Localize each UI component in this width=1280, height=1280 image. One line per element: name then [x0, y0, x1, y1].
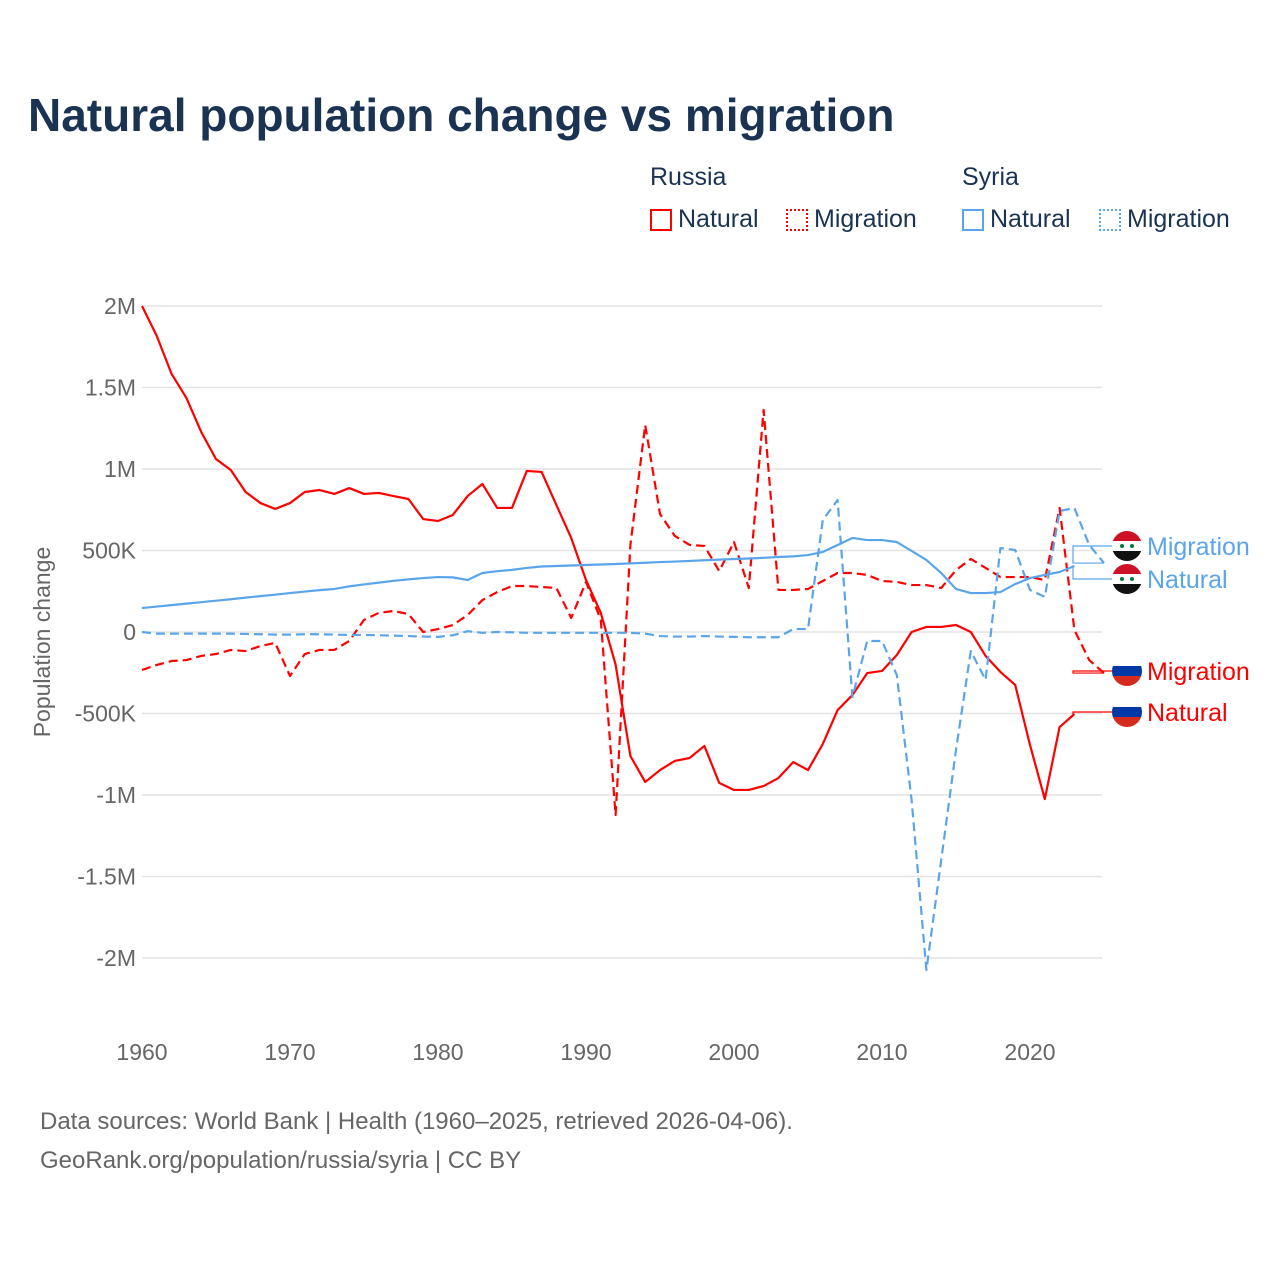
syria-flag-icon	[1112, 564, 1142, 594]
solid-swatch-icon	[962, 208, 984, 231]
y-tick-label: 500K	[82, 538, 136, 564]
legend-group-syria: Syria	[962, 163, 1019, 191]
source-line-1: Data sources: World Bank | Health (1960–…	[40, 1108, 793, 1135]
russia-flag-icon	[1112, 656, 1142, 686]
legend-syria-natural[interactable]: Natural	[962, 205, 1071, 234]
solid-swatch-icon	[650, 208, 672, 231]
y-tick-label: -2M	[96, 945, 136, 971]
legend-label: Migration	[814, 205, 917, 233]
end-label: Natural	[1147, 699, 1228, 727]
legend-label: Natural	[678, 205, 759, 233]
legend-group-russia: Russia	[650, 163, 727, 191]
label-connector	[1072, 565, 1112, 580]
y-tick-label: 0	[123, 619, 136, 645]
y-tick-label: 2M	[104, 293, 136, 319]
label-connector	[1072, 711, 1112, 715]
x-tick-label: 2010	[856, 1039, 907, 1065]
dotted-swatch-icon	[786, 208, 808, 231]
legend-syria-migration[interactable]: Migration	[1099, 205, 1230, 234]
series-line-russia-migration	[141, 408, 1105, 817]
label-connector	[1072, 545, 1112, 564]
end-label: Migration	[1147, 533, 1250, 561]
x-tick-label: 1990	[560, 1039, 611, 1065]
x-tick-label: 1980	[412, 1039, 463, 1065]
syria-flag-icon	[1112, 531, 1142, 561]
x-tick-label: 1970	[264, 1039, 315, 1065]
dotted-swatch-icon	[1099, 208, 1121, 231]
y-tick-label: -500K	[75, 701, 137, 727]
russia-flag-icon	[1112, 697, 1142, 727]
series-line-syria-migration	[141, 498, 1105, 972]
y-tick-label: -1.5M	[77, 864, 136, 890]
legend-russia-migration[interactable]: Migration	[786, 205, 917, 234]
source-line-2[interactable]: GeoRank.org/population/russia/syria | CC…	[40, 1147, 522, 1174]
legend-russia-natural[interactable]: Natural	[650, 205, 759, 234]
x-tick-label: 2000	[708, 1039, 759, 1065]
y-tick-label: 1.5M	[85, 375, 136, 401]
end-label: Natural	[1147, 566, 1228, 594]
label-connector	[1072, 670, 1112, 674]
chart-title: Natural population change vs migration	[28, 89, 895, 141]
y-axis-label: Population change	[29, 547, 55, 738]
x-tick-label: 1960	[116, 1039, 167, 1065]
legend-label: Natural	[990, 205, 1071, 233]
series-line-russia-natural	[141, 305, 1076, 801]
legend-label: Migration	[1127, 205, 1230, 233]
end-label: Migration	[1147, 658, 1250, 686]
x-tick-label: 2020	[1004, 1039, 1055, 1065]
y-tick-label: 1M	[104, 456, 136, 482]
y-tick-label: -1M	[96, 782, 136, 808]
series-line-syria-natural	[141, 536, 1075, 610]
